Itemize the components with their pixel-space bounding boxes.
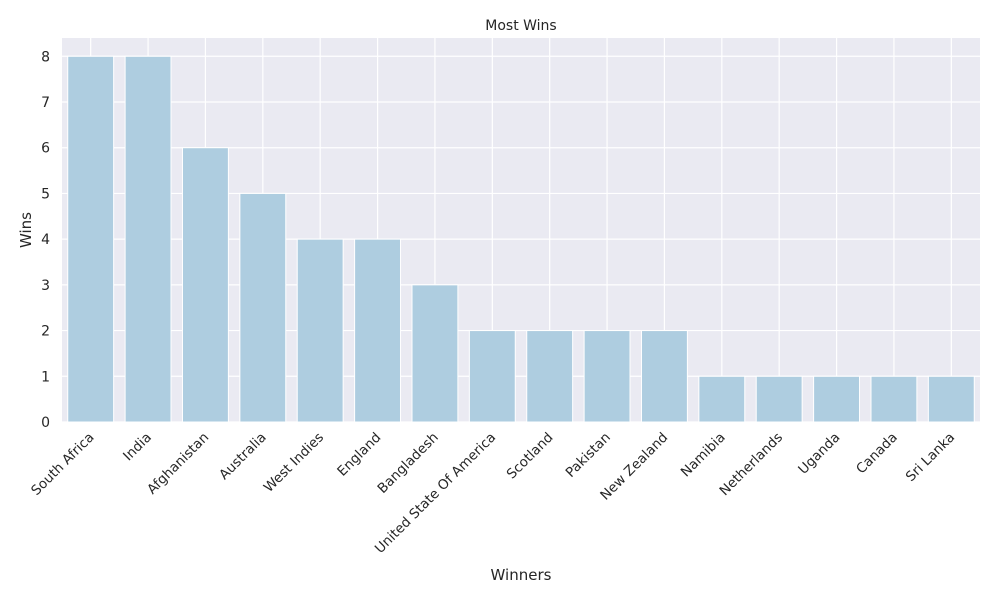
x-tick-label: Afghanistan [144,430,212,498]
x-tick-label: Scotland [504,430,557,483]
bar-bangladesh [411,284,459,423]
bar-india [124,55,172,423]
y-axis-label: Wins [17,212,35,248]
y-tick-label: 4 [41,232,50,248]
bar-afghanistan [181,147,229,423]
bar-united-state-of-america [468,330,516,423]
x-tick-label: United State Of America [372,430,499,557]
bar-england [354,238,402,423]
y-tick-label: 7 [41,95,50,111]
x-tick-label: India [120,430,155,465]
bar-australia [239,192,287,423]
x-tick-label: Sri Lanka [903,430,958,485]
bars-layer [67,55,975,423]
x-tick-label: Namibia [678,430,729,481]
y-tick-label: 0 [41,415,50,431]
bar-namibia [698,375,746,423]
x-tick-label: Uganda [795,430,843,478]
y-tick-label: 1 [41,369,50,385]
x-tick-label: Australia [216,430,270,484]
bar-south-africa [67,55,115,423]
x-tick-label: Canada [853,430,901,478]
x-axis-label: Winners [491,566,552,584]
x-tick-label: Pakistan [563,430,614,481]
y-tick-label: 3 [41,278,50,294]
bar-netherlands [755,375,803,423]
y-tick-label: 2 [41,324,50,340]
bar-pakistan [583,330,631,423]
bar-sri-lanka [927,375,975,423]
bar-west-indies [296,238,344,423]
chart-title: Most Wins [485,18,556,34]
bar-canada [870,375,918,423]
y-tick-label: 8 [41,49,50,65]
x-tick-label: West Indies [261,430,327,496]
bar-scotland [526,330,574,423]
bar-uganda [813,375,861,423]
x-tick-label: South Africa [28,430,97,499]
x-tick-label: England [334,430,384,480]
y-tick-label: 5 [41,186,50,202]
y-tick-label: 6 [41,141,50,157]
y-tick-labels: 0 1 2 3 4 5 6 7 8 [41,49,50,431]
bar-new-zealand [640,330,688,423]
